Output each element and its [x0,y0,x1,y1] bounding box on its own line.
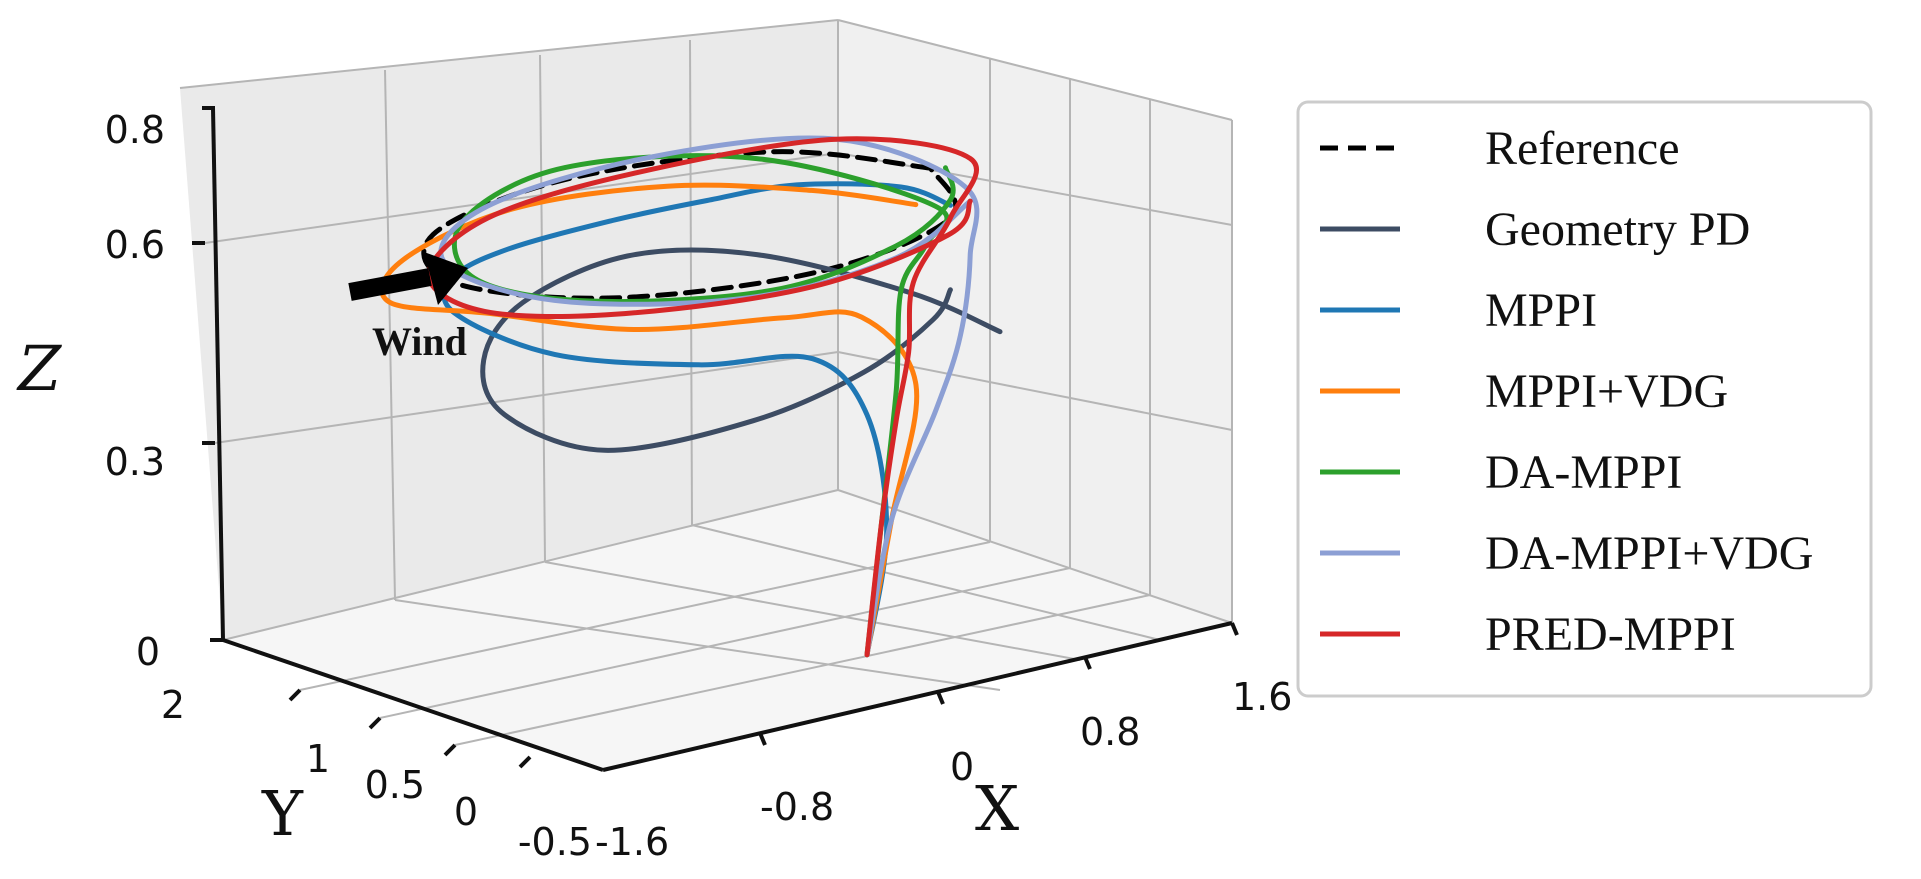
series-line-geometry-pd [480,247,1003,453]
x-tick-label-m08: -0.8 [760,785,834,829]
x-tick-label-16: 1.6 [1232,675,1292,719]
tick-labels: 0.8 0.6 0.3 0 2 1 0.5 0 -0.5 -1.6 -0.8 0… [105,108,1293,864]
wind-arrow-shaft [348,268,432,301]
legend-label-geometry-pd: Geometry PD [1485,203,1750,256]
y-axis-line [222,638,604,772]
legend-label-pred-mppi: PRED-MPPI [1485,608,1736,661]
legend-label-mppi-vdg: MPPI+VDG [1485,365,1728,418]
y-tick-label-05: 0.5 [365,763,425,807]
y-axis-label: Y [261,777,304,850]
left-pane [180,20,838,640]
legend: Reference Geometry PD MPPI MPPI+VDG DA-MPPI D… [1296,100,1873,698]
x-tick-label-08: 0.8 [1080,710,1140,754]
z-axis-line [211,107,225,641]
legend-items: Reference Geometry PD MPPI MPPI+VDG DA-MPPI D… [1320,122,1813,661]
z-tick-label-03: 0.3 [105,440,165,484]
x-tick-08 [1083,656,1092,670]
x-tick-0 [936,691,945,705]
legend-label-reference: Reference [1485,122,1680,175]
z-axis-label: Z [16,332,62,405]
legend-label-mppi: MPPI [1485,284,1597,337]
series-line-pred-mppi [426,136,979,658]
y-tick-label-m05: -0.5 [518,820,592,864]
legend-box [1296,100,1873,698]
series-line-da-mppi [452,153,956,658]
z-tick-label-06: 0.6 [105,223,165,267]
wind-label: Wind [372,319,467,364]
z-tick-label-08: 0.8 [105,108,165,152]
x-axis-line [602,621,1233,772]
wind-arrow-head [424,252,468,305]
legend-label-da-mppi: DA-MPPI [1485,446,1682,499]
y-tick-label-1: 1 [306,737,330,781]
legend-label-da-mppi-vdg: DA-MPPI+VDG [1485,527,1813,580]
y-tick-1 [368,716,382,730]
x-axis-label: X [975,772,1019,845]
z-tick-label-0: 0 [136,630,160,674]
wind-annotation: Wind [348,252,468,364]
axes-panes [180,20,1232,770]
x-tick-16 [1230,622,1239,636]
y-tick-2 [288,688,302,702]
grid-lines [179,19,1233,746]
y-tick-05 [443,743,457,757]
x-tick-08n [758,732,767,746]
x-tick-label-0: 0 [950,745,974,789]
y-tick-label-0: 0 [454,790,478,834]
floor-pane [223,490,1232,770]
y-tick-0 [518,755,532,769]
x-tick-label-m16: -1.6 [595,820,669,864]
y-tick-label-2: 2 [161,683,185,727]
axis-lines [192,106,1239,772]
